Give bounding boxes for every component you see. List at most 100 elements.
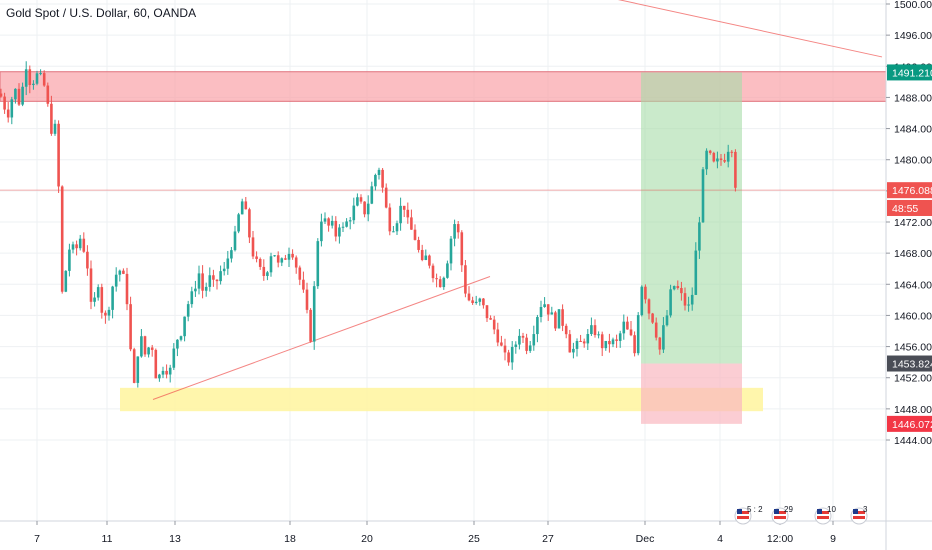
candle-body	[320, 221, 323, 242]
flag-canton	[853, 509, 858, 514]
candle-body	[154, 349, 158, 379]
candle-body	[140, 336, 143, 357]
candle-body	[669, 289, 672, 316]
event-flag-icon[interactable]: 3	[850, 505, 868, 525]
candle-body	[53, 123, 57, 134]
candle-body	[629, 329, 633, 336]
y-tick-label: 1456.000	[894, 342, 932, 354]
candle-body	[298, 267, 302, 280]
candle-body	[82, 238, 86, 252]
candle-body	[572, 348, 575, 353]
candle-body	[359, 197, 363, 202]
candle-body	[24, 69, 28, 87]
price-tag-label: 1491.210	[892, 67, 932, 79]
candle-body	[492, 319, 496, 330]
candle-body	[129, 304, 132, 350]
candle-body	[287, 253, 291, 260]
y-tick-label: 1496.000	[894, 30, 932, 42]
candle-body	[348, 220, 352, 222]
trendline-0[interactable]	[152, 276, 491, 400]
y-tick-label: 1472.000	[894, 217, 932, 229]
price-tags: 1491.210 1476.088 48:55 1453.824 1446.072	[887, 64, 932, 432]
candle-body	[183, 316, 186, 337]
x-tick-label: 9	[830, 533, 836, 545]
candle-body	[503, 345, 507, 353]
flag-stripe	[853, 511, 865, 514]
candle-body	[730, 151, 734, 153]
candle-body	[496, 329, 500, 343]
price-tag-label: 48:55	[892, 203, 918, 215]
candle-body	[680, 288, 683, 294]
candle-body	[158, 374, 161, 379]
candle-body	[363, 201, 366, 215]
candle-body	[35, 73, 39, 84]
candle-body	[539, 306, 543, 318]
trend-lines[interactable]	[0, 0, 886, 400]
event-flag-icon[interactable]: 29	[771, 505, 793, 525]
candle-body	[165, 370, 168, 375]
candle-body	[633, 335, 636, 354]
candle-body	[39, 73, 42, 75]
candle-body	[197, 273, 201, 289]
candle-body	[68, 249, 71, 271]
x-tick-label: 20	[361, 533, 373, 545]
candle-body	[190, 291, 194, 305]
candle-body	[366, 203, 370, 215]
candle-body	[579, 340, 582, 342]
candle-body	[536, 317, 539, 335]
candle-body	[237, 214, 240, 232]
candle-body	[431, 265, 435, 279]
candle-body	[273, 255, 276, 257]
candle-body	[647, 299, 651, 314]
candle-body	[323, 218, 327, 222]
candle-body	[172, 348, 176, 368]
price-tag-bg	[887, 182, 932, 199]
candle-body	[338, 227, 341, 237]
candle-body	[269, 256, 273, 273]
candle-body	[248, 209, 251, 238]
candle-body	[658, 337, 662, 350]
candle-body	[194, 288, 197, 292]
candle-body	[64, 270, 68, 292]
flag-stripe	[774, 511, 786, 514]
candle-body	[255, 256, 258, 259]
candle-body	[662, 325, 665, 350]
x-tick-label: 4	[717, 533, 723, 545]
x-tick-label: Dec	[636, 533, 655, 545]
price-tag-bg	[887, 415, 932, 432]
candle-body	[456, 224, 460, 233]
candle-body	[10, 99, 14, 118]
event-flag-icon[interactable]: 10	[814, 505, 836, 525]
candle-body	[6, 109, 10, 118]
candle-body	[251, 237, 255, 257]
candle-body	[86, 251, 89, 269]
candle-body	[604, 340, 608, 349]
candle-body	[370, 186, 374, 204]
trendline-1[interactable]	[585, 0, 883, 58]
candle-body	[244, 201, 248, 210]
candle-body	[284, 258, 287, 260]
y-tick-label: 1444.000	[894, 435, 932, 447]
zone-support	[120, 387, 763, 412]
candle-body	[597, 334, 600, 336]
candle-body	[233, 231, 237, 251]
candle-body	[507, 352, 510, 363]
candle-body	[186, 304, 190, 317]
event-flag-icon[interactable]: 5 : 2	[734, 505, 763, 525]
candle-body	[75, 244, 78, 249]
candle-body	[694, 250, 698, 295]
x-tick-label: 13	[169, 533, 181, 545]
candle-body	[417, 239, 420, 250]
candle-body	[122, 270, 125, 274]
flag-canton	[817, 509, 822, 514]
candle-body	[453, 224, 456, 239]
economic-events[interactable]: 5 : 2 29 10 3	[734, 505, 868, 525]
candle-body	[546, 304, 550, 315]
candle-body	[611, 339, 615, 345]
event-count: 5 : 2	[747, 505, 763, 514]
zone-long-stop	[641, 363, 742, 424]
candle-body	[294, 257, 298, 268]
candle-body	[93, 297, 96, 302]
